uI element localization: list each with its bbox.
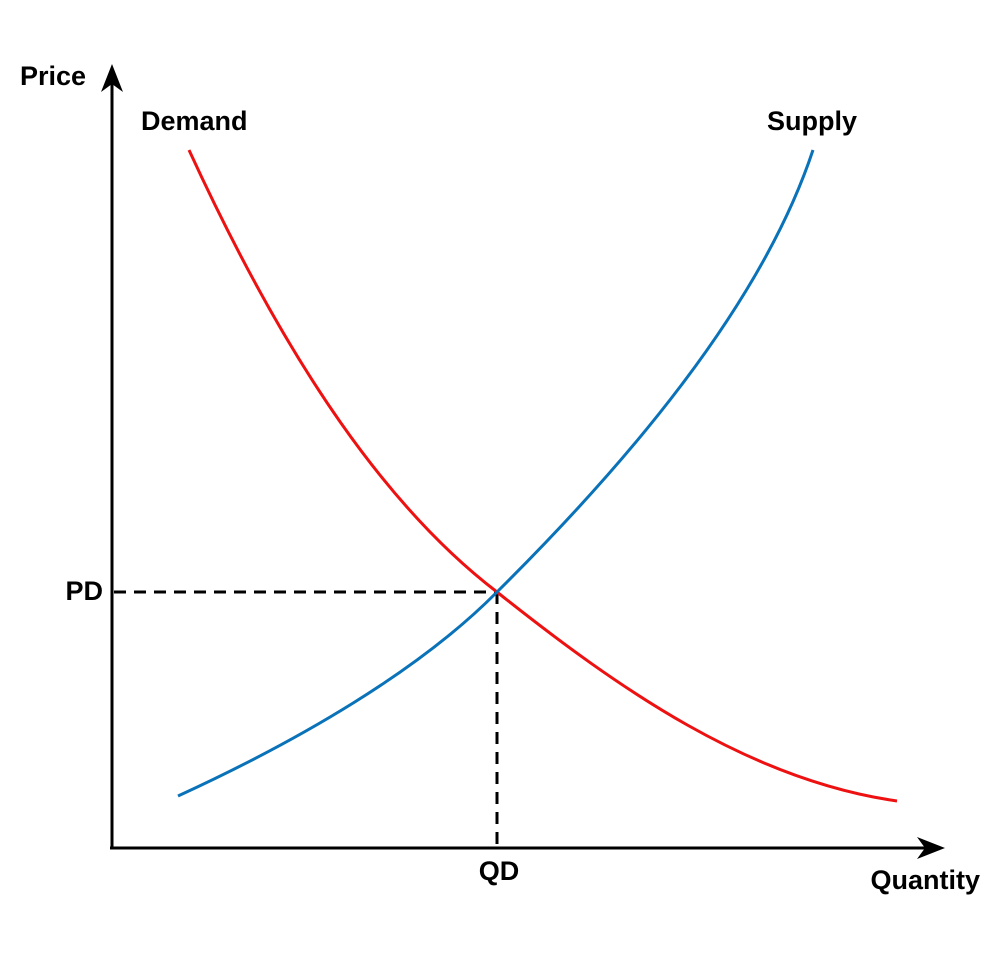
price-label: PD bbox=[65, 576, 103, 606]
y-axis-label: Price bbox=[20, 61, 86, 91]
x-axis-arrow bbox=[917, 837, 945, 859]
y-axis-arrow bbox=[101, 64, 123, 92]
supply-label: Supply bbox=[767, 106, 857, 136]
supply-curve bbox=[177, 149, 815, 798]
quantity-label: QD bbox=[479, 856, 520, 886]
x-axis-label: Quantity bbox=[870, 865, 980, 895]
demand-label: Demand bbox=[141, 106, 248, 136]
